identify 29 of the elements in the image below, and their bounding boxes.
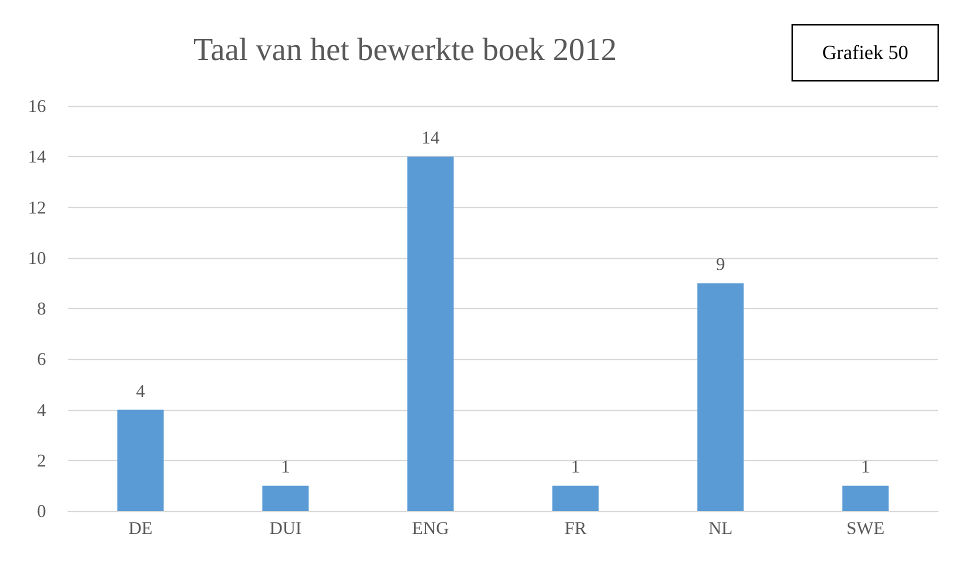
y-tick-label: 2 (37, 450, 46, 470)
data-label: 4 (136, 380, 145, 401)
text: Grafiek 50 (822, 42, 908, 64)
x-tick-label: SWE (846, 518, 884, 538)
y-tick-label: 6 (37, 349, 46, 370)
y-tick-label: 16 (28, 96, 46, 116)
y-tick-label: 14 (28, 146, 46, 167)
bar (262, 486, 309, 511)
y-tick-label: 0 (37, 501, 46, 521)
x-tick-label: DUI (270, 518, 302, 538)
data-label: 14 (422, 128, 440, 148)
x-tick-label: DE (128, 518, 152, 538)
bar (697, 283, 744, 511)
y-tick-label: 4 (37, 400, 46, 420)
y-tick-label: 10 (28, 248, 46, 268)
data-label: 1 (281, 456, 290, 477)
data-label: 1 (861, 456, 870, 477)
bar (552, 486, 599, 511)
x-tick-label: ENG (412, 518, 449, 538)
bar (407, 156, 454, 511)
bar (842, 486, 889, 511)
data-label: 1 (571, 456, 580, 477)
data-label: 9 (716, 254, 725, 274)
chart-title: Taal van het bewerkte boek 2012 (193, 31, 617, 67)
y-tick-label: 8 (37, 298, 46, 318)
y-tick-label: 12 (28, 197, 46, 218)
x-tick-label: FR (564, 518, 587, 538)
bar (117, 410, 164, 511)
x-tick-label: NL (708, 518, 732, 538)
